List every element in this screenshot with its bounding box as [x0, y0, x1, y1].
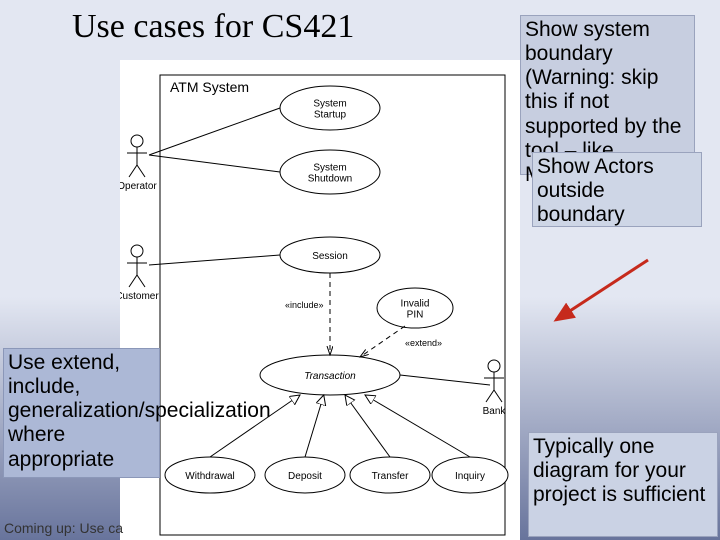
svg-text:Customer: Customer — [120, 291, 159, 302]
slide: Use cases for CS421 ATM System Operator Cu… — [0, 0, 720, 540]
slide-title: Use cases for CS421 — [72, 8, 354, 46]
svg-text:Transaction: Transaction — [304, 371, 356, 382]
svg-text:Startup: Startup — [314, 110, 347, 121]
usecase-diagram: ATM SystemOperatorCustomerBankSystemStar… — [120, 60, 520, 540]
svg-text:System: System — [313, 99, 346, 110]
svg-text:ATM System: ATM System — [170, 79, 249, 95]
svg-text:PIN: PIN — [407, 310, 424, 321]
svg-text:Operator: Operator — [120, 181, 157, 192]
callout-one-diagram: Typically one diagram for your project i… — [528, 432, 718, 537]
callout-actors: Show Actors outside boundary — [532, 152, 702, 227]
svg-text:Session: Session — [312, 251, 348, 262]
callout-extend-include: Use extend, include, generalization/spec… — [3, 348, 160, 478]
callout-system-boundary: Show system boundary (Warning: skip this… — [520, 15, 695, 175]
svg-text:Deposit: Deposit — [288, 471, 322, 482]
svg-text:System: System — [313, 163, 346, 174]
svg-text:Invalid: Invalid — [401, 299, 430, 310]
svg-text:Bank: Bank — [483, 406, 507, 417]
svg-text:Transfer: Transfer — [372, 471, 410, 482]
svg-text:«include»: «include» — [285, 300, 324, 310]
svg-text:Withdrawal: Withdrawal — [185, 471, 234, 482]
svg-text:Shutdown: Shutdown — [308, 174, 352, 185]
svg-text:«extend»: «extend» — [405, 338, 442, 348]
svg-text:Inquiry: Inquiry — [455, 471, 485, 482]
coming-up-text: Coming up: Use ca — [4, 520, 123, 536]
